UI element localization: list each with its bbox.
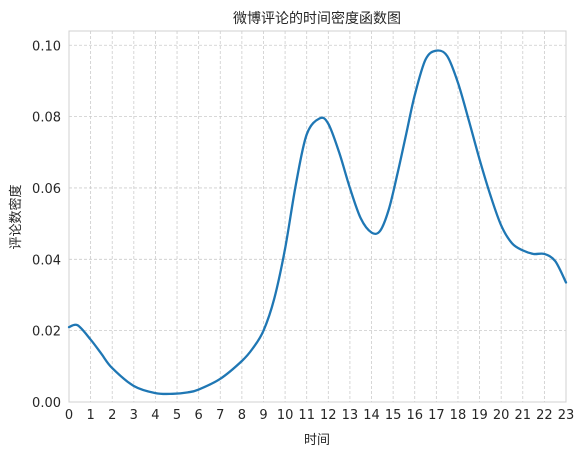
- plot-frame: [68, 30, 567, 403]
- x-tick-label: 2: [108, 408, 116, 423]
- x-tick-label: 3: [130, 408, 138, 423]
- y-tick-label: 0.02: [32, 325, 61, 340]
- y-tick-label: 0.06: [32, 182, 61, 197]
- x-tick-label: 14: [363, 408, 380, 423]
- x-tick-label: 23: [558, 408, 575, 423]
- x-tick-label: 21: [515, 408, 532, 423]
- x-tick-label: 11: [298, 408, 315, 423]
- x-tick-label: 12: [320, 408, 337, 423]
- x-tick-label: 18: [450, 408, 467, 423]
- x-tick-label: 15: [385, 408, 402, 423]
- x-axis-label: 时间: [304, 433, 330, 448]
- x-tick-label: 8: [238, 408, 246, 423]
- x-tick-label: 20: [493, 408, 510, 423]
- x-tick-label: 6: [195, 408, 203, 423]
- x-tick-label: 17: [428, 408, 445, 423]
- chart-title: 微博评论的时间密度函数图: [233, 10, 401, 27]
- x-tick-label: 10: [277, 408, 294, 423]
- x-tick-label: 16: [406, 408, 423, 423]
- x-tick-label: 0: [65, 408, 73, 423]
- density-line: [67, 49, 568, 396]
- x-tick-label: 5: [173, 408, 181, 423]
- grid-lines: [68, 31, 567, 403]
- x-tick-label: 9: [259, 408, 267, 423]
- y-tick-label: 0.08: [32, 111, 61, 126]
- x-tick-label: 13: [342, 408, 359, 423]
- y-tick-label: 0.00: [32, 396, 61, 411]
- axes: [68, 30, 567, 403]
- series-lines: [67, 49, 568, 396]
- y-tick-label: 0.10: [32, 39, 61, 54]
- x-tick-label: 4: [151, 408, 159, 423]
- y-axis-label: 评论数密度: [8, 184, 24, 249]
- x-tick-label: 7: [216, 408, 224, 423]
- tick-labels: 0 1 2 3 4 5 6 7 8 9 10 11 12 13 14 15 16 17 18 19 20 21 22 230.…: [32, 39, 574, 423]
- x-tick-label: 1: [86, 408, 94, 423]
- x-tick-label: 22: [536, 408, 553, 423]
- x-tick-label: 19: [471, 408, 488, 423]
- y-tick-label: 0.04: [32, 253, 61, 268]
